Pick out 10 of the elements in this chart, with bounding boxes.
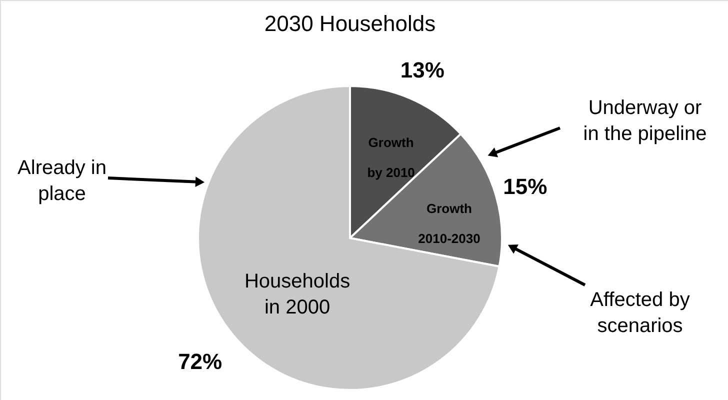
slice-label: Growth 2010-2030	[418, 201, 480, 246]
data-label: 15%	[503, 174, 548, 200]
text: Already in place	[18, 157, 106, 205]
data-label: 13%	[400, 58, 444, 83]
chart-title: 2030 Households	[264, 11, 436, 36]
slice-label: Households in 2000	[244, 270, 350, 319]
text: Underway or in the pipeline	[583, 97, 707, 145]
text: Affected by scenarios	[590, 289, 690, 337]
slice-label: Growth by 2010	[367, 135, 415, 180]
data-label: 72%	[178, 349, 222, 374]
